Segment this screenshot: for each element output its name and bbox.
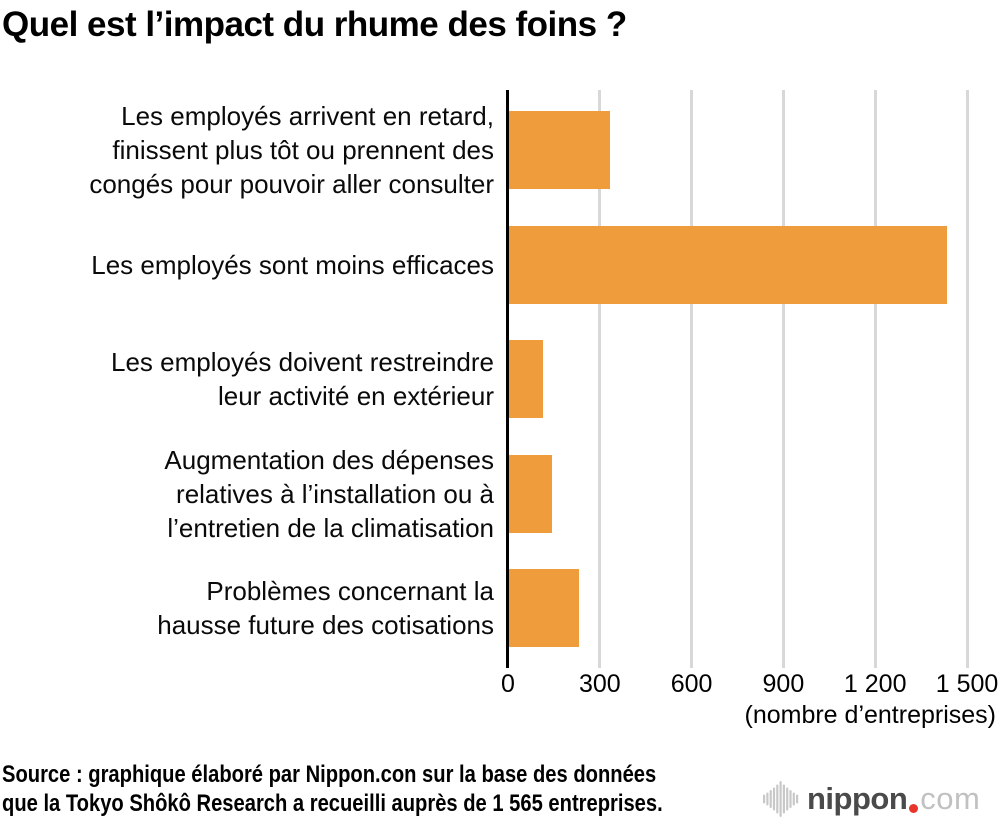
bar (509, 111, 610, 189)
x-tick-label: 300 (578, 670, 621, 698)
x-tick-label: 600 (670, 670, 713, 698)
bar (509, 569, 580, 648)
nippon-logo: nippon com (763, 778, 980, 820)
source-note: Source : graphique élaboré par Nippon.co… (2, 761, 663, 817)
category-label: Les employés sont moins efficaces (91, 249, 494, 280)
gridline (781, 90, 785, 668)
category-label: Augmentation des dépenses relatives à l’… (164, 444, 494, 543)
category-label: Les employés arrivent en retard, finisse… (89, 101, 494, 199)
category-label: Les employés doivent restreindre leur ac… (111, 347, 494, 412)
category-label: Problèmes concernant la hausse future de… (157, 576, 494, 641)
bar (509, 340, 543, 419)
x-axis-unit-label: (nombre d’entreprises) (744, 701, 997, 729)
gridline (873, 90, 877, 668)
gridline (598, 90, 602, 668)
chart-title: Quel est l’impact du rhume des foins ? (2, 5, 627, 44)
bar (509, 225, 947, 304)
logo-text-com: com (920, 781, 981, 816)
gridline (690, 90, 694, 668)
bar (509, 454, 552, 533)
soundwave-bars-icon (763, 781, 799, 817)
logo-text-nippon: nippon (807, 781, 908, 816)
x-tick-label: 900 (762, 670, 805, 698)
x-tick-label: 1 500 (935, 670, 999, 698)
gridline (965, 90, 969, 668)
logo-red-dot (909, 804, 919, 813)
x-tick-label: 1 200 (843, 670, 907, 698)
y-axis-line (506, 90, 509, 668)
x-tick-label: 0 (501, 670, 515, 698)
